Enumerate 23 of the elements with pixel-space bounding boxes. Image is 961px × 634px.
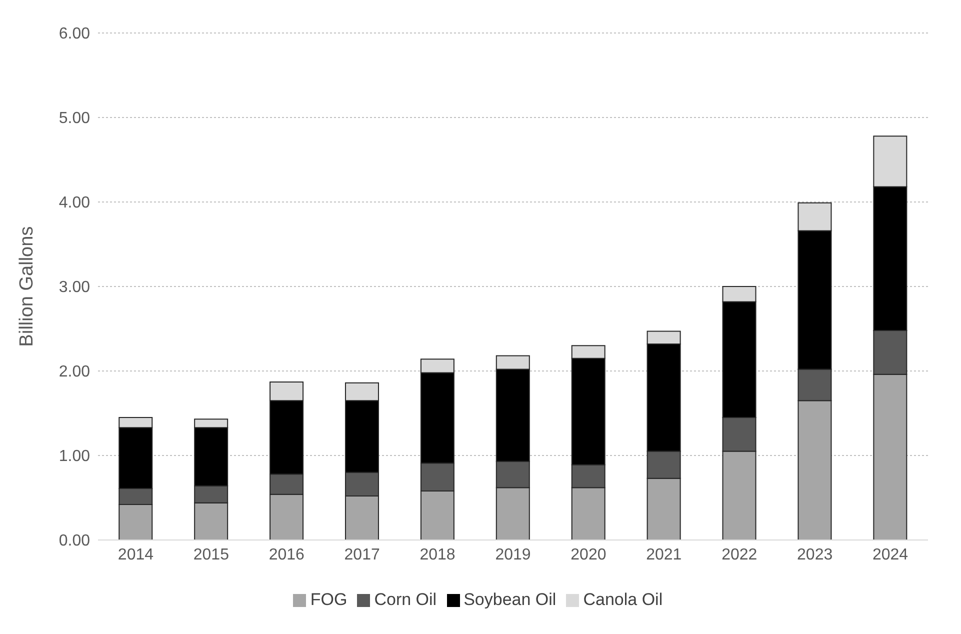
x-tick-label: 2016	[268, 546, 305, 564]
y-tick-label: 2.00	[58, 364, 90, 381]
legend-label: FOG	[310, 590, 348, 609]
y-tick-label: 3.00	[58, 279, 90, 296]
legend-label: Soybean Oil	[464, 590, 556, 609]
y-tick-label: 1.00	[58, 448, 90, 466]
x-tick-label: 2021	[646, 546, 682, 564]
x-tick-label: 2014	[118, 546, 154, 564]
x-tick-label: 2015	[193, 546, 230, 564]
y-tick-label: 6.00	[58, 26, 90, 43]
x-tick-label: 2024	[872, 546, 908, 564]
x-tick-label: 2017	[344, 546, 380, 564]
y-tick-label: 0.00	[58, 532, 90, 550]
x-tick-label: 2023	[797, 546, 833, 564]
x-tick-label: 2020	[570, 546, 606, 564]
legend-label: Corn Oil	[374, 590, 437, 609]
y-tick-label: 4.00	[58, 194, 90, 212]
x-tick-label: 2019	[495, 546, 531, 564]
x-tick-label: 2018	[420, 546, 456, 564]
legend-label: Canola Oil	[583, 590, 663, 609]
x-tick-label: 2022	[722, 546, 758, 564]
y-tick-label: 5.00	[58, 110, 90, 128]
y-axis-title: Billion Gallons	[16, 226, 38, 347]
